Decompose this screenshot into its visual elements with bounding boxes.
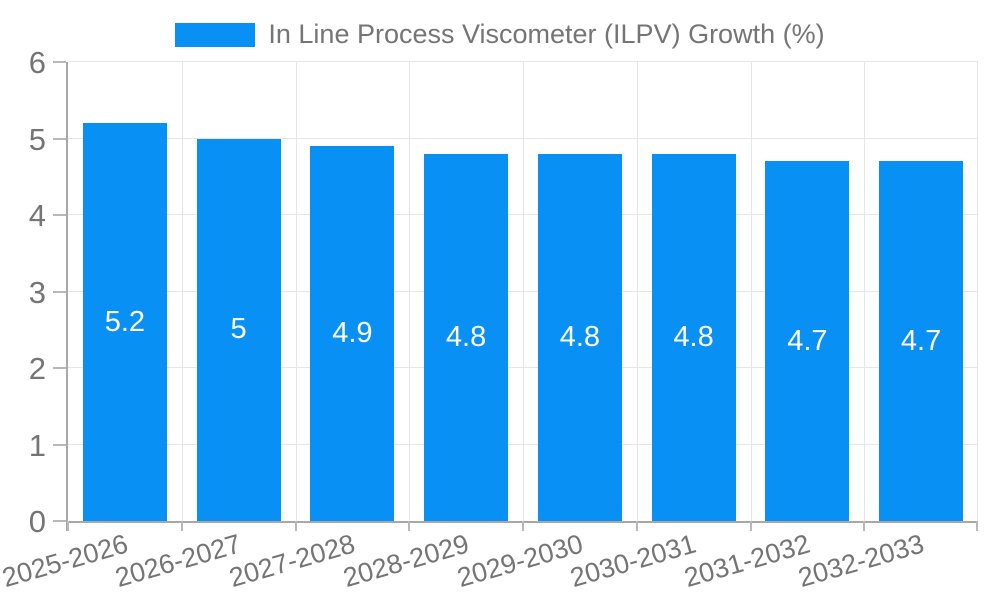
v-gridline: [523, 62, 524, 521]
legend[interactable]: In Line Process Viscometer (ILPV) Growth…: [0, 19, 1000, 50]
y-tick-label: 5: [28, 122, 46, 157]
x-tick-mark: [181, 521, 183, 531]
legend-label: In Line Process Viscometer (ILPV) Growth…: [268, 19, 825, 49]
x-tick-label: 2032-2033: [794, 528, 928, 594]
x-tick-mark: [67, 521, 69, 531]
bar-value-label: 4.7: [900, 324, 942, 357]
bar[interactable]: 4.8: [424, 153, 509, 521]
v-gridline: [977, 62, 978, 521]
x-tick-mark: [408, 521, 410, 531]
y-tick-label: 4: [28, 198, 46, 233]
bar-value-label: 4.8: [673, 320, 714, 353]
bar-value-label: 4.8: [445, 320, 487, 353]
v-gridline: [409, 62, 410, 521]
v-gridline: [751, 62, 752, 521]
y-tick-label: 6: [28, 45, 46, 80]
bar-value-label: 4.7: [787, 324, 828, 357]
x-tick-label: 2029-2030: [453, 528, 587, 594]
y-tick-mark: [53, 61, 66, 63]
x-tick-mark: [863, 521, 865, 531]
x-tick-label: 2027-2028: [226, 528, 359, 594]
y-tick-mark: [53, 520, 66, 522]
y-tick-mark: [53, 138, 66, 140]
y-tick-mark: [53, 444, 66, 446]
x-tick-mark: [750, 521, 752, 531]
y-tick-label: 3: [28, 275, 46, 310]
y-axis-line: [66, 62, 68, 531]
legend-swatch: [175, 22, 256, 47]
bar[interactable]: 4.8: [651, 153, 736, 521]
bar-value-label: 5: [230, 313, 247, 346]
v-gridline: [182, 62, 183, 521]
h-gridline: [68, 61, 978, 62]
y-tick-label: 1: [28, 428, 46, 463]
y-tick-mark: [53, 214, 66, 216]
y-tick-label: 0: [28, 504, 46, 539]
x-tick-label: 2031-2032: [681, 528, 814, 594]
v-gridline: [864, 62, 865, 521]
x-tick-label: 2025-2026: [0, 528, 132, 594]
x-tick-mark: [295, 521, 297, 531]
v-gridline: [637, 62, 638, 521]
x-tick-label: 2030-2031: [567, 528, 700, 594]
x-tick-label: 2026-2027: [112, 528, 245, 594]
bar[interactable]: 4.7: [879, 161, 964, 521]
v-gridline: [296, 62, 297, 521]
x-tick-mark: [636, 521, 638, 531]
bar[interactable]: 5.2: [82, 123, 167, 521]
y-tick-mark: [53, 291, 66, 293]
x-tick-mark: [522, 521, 524, 531]
y-tick-mark: [53, 367, 66, 369]
bar[interactable]: 4.8: [537, 153, 622, 521]
bar[interactable]: 4.9: [310, 146, 395, 521]
y-tick-label: 2: [28, 351, 46, 386]
bar-value-label: 5.2: [104, 305, 146, 338]
plot-area: 0 1 2 3 4 5 6 5.2 2025-2026 5 2026-2027 4.9 2027-202…: [0, 47, 978, 593]
bar-value-label: 4.8: [559, 320, 601, 353]
bar[interactable]: 4.7: [765, 161, 850, 521]
x-tick-mark: [976, 521, 978, 531]
x-tick-label: 2028-2029: [339, 528, 473, 594]
bar-value-label: 4.9: [332, 317, 373, 350]
bar[interactable]: 5: [196, 138, 281, 521]
